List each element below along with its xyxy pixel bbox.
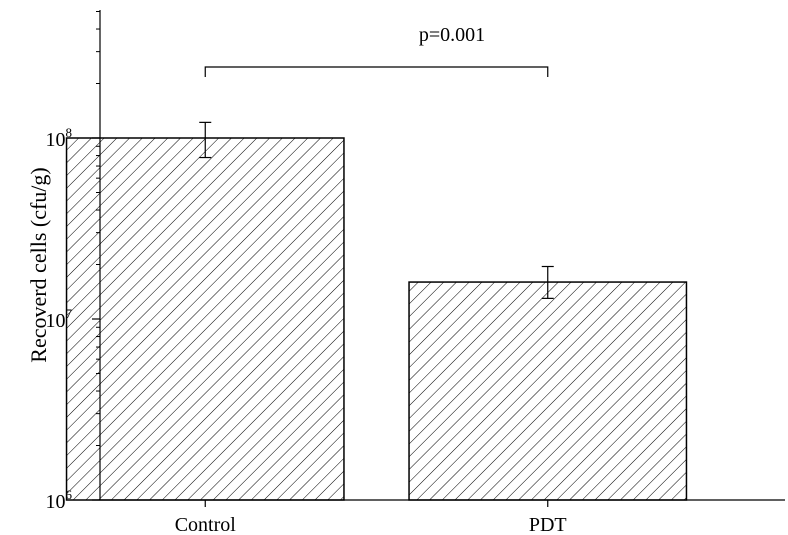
significance-bracket [205,67,548,77]
bar-control [67,138,344,500]
x-tick-label-pdt: PDT [529,514,567,535]
x-tick-label-control: Control [175,514,237,535]
p-value-annotation: p=0.001 [419,24,485,46]
y-axis-label: Recoverd cells (cfu/g) [26,167,51,362]
bracket-line [205,67,548,77]
bar-pdt [409,282,686,500]
bars-layer [67,138,687,500]
y-tick-label: 106 [46,487,73,513]
x-ticks: Control PDT [175,500,567,535]
